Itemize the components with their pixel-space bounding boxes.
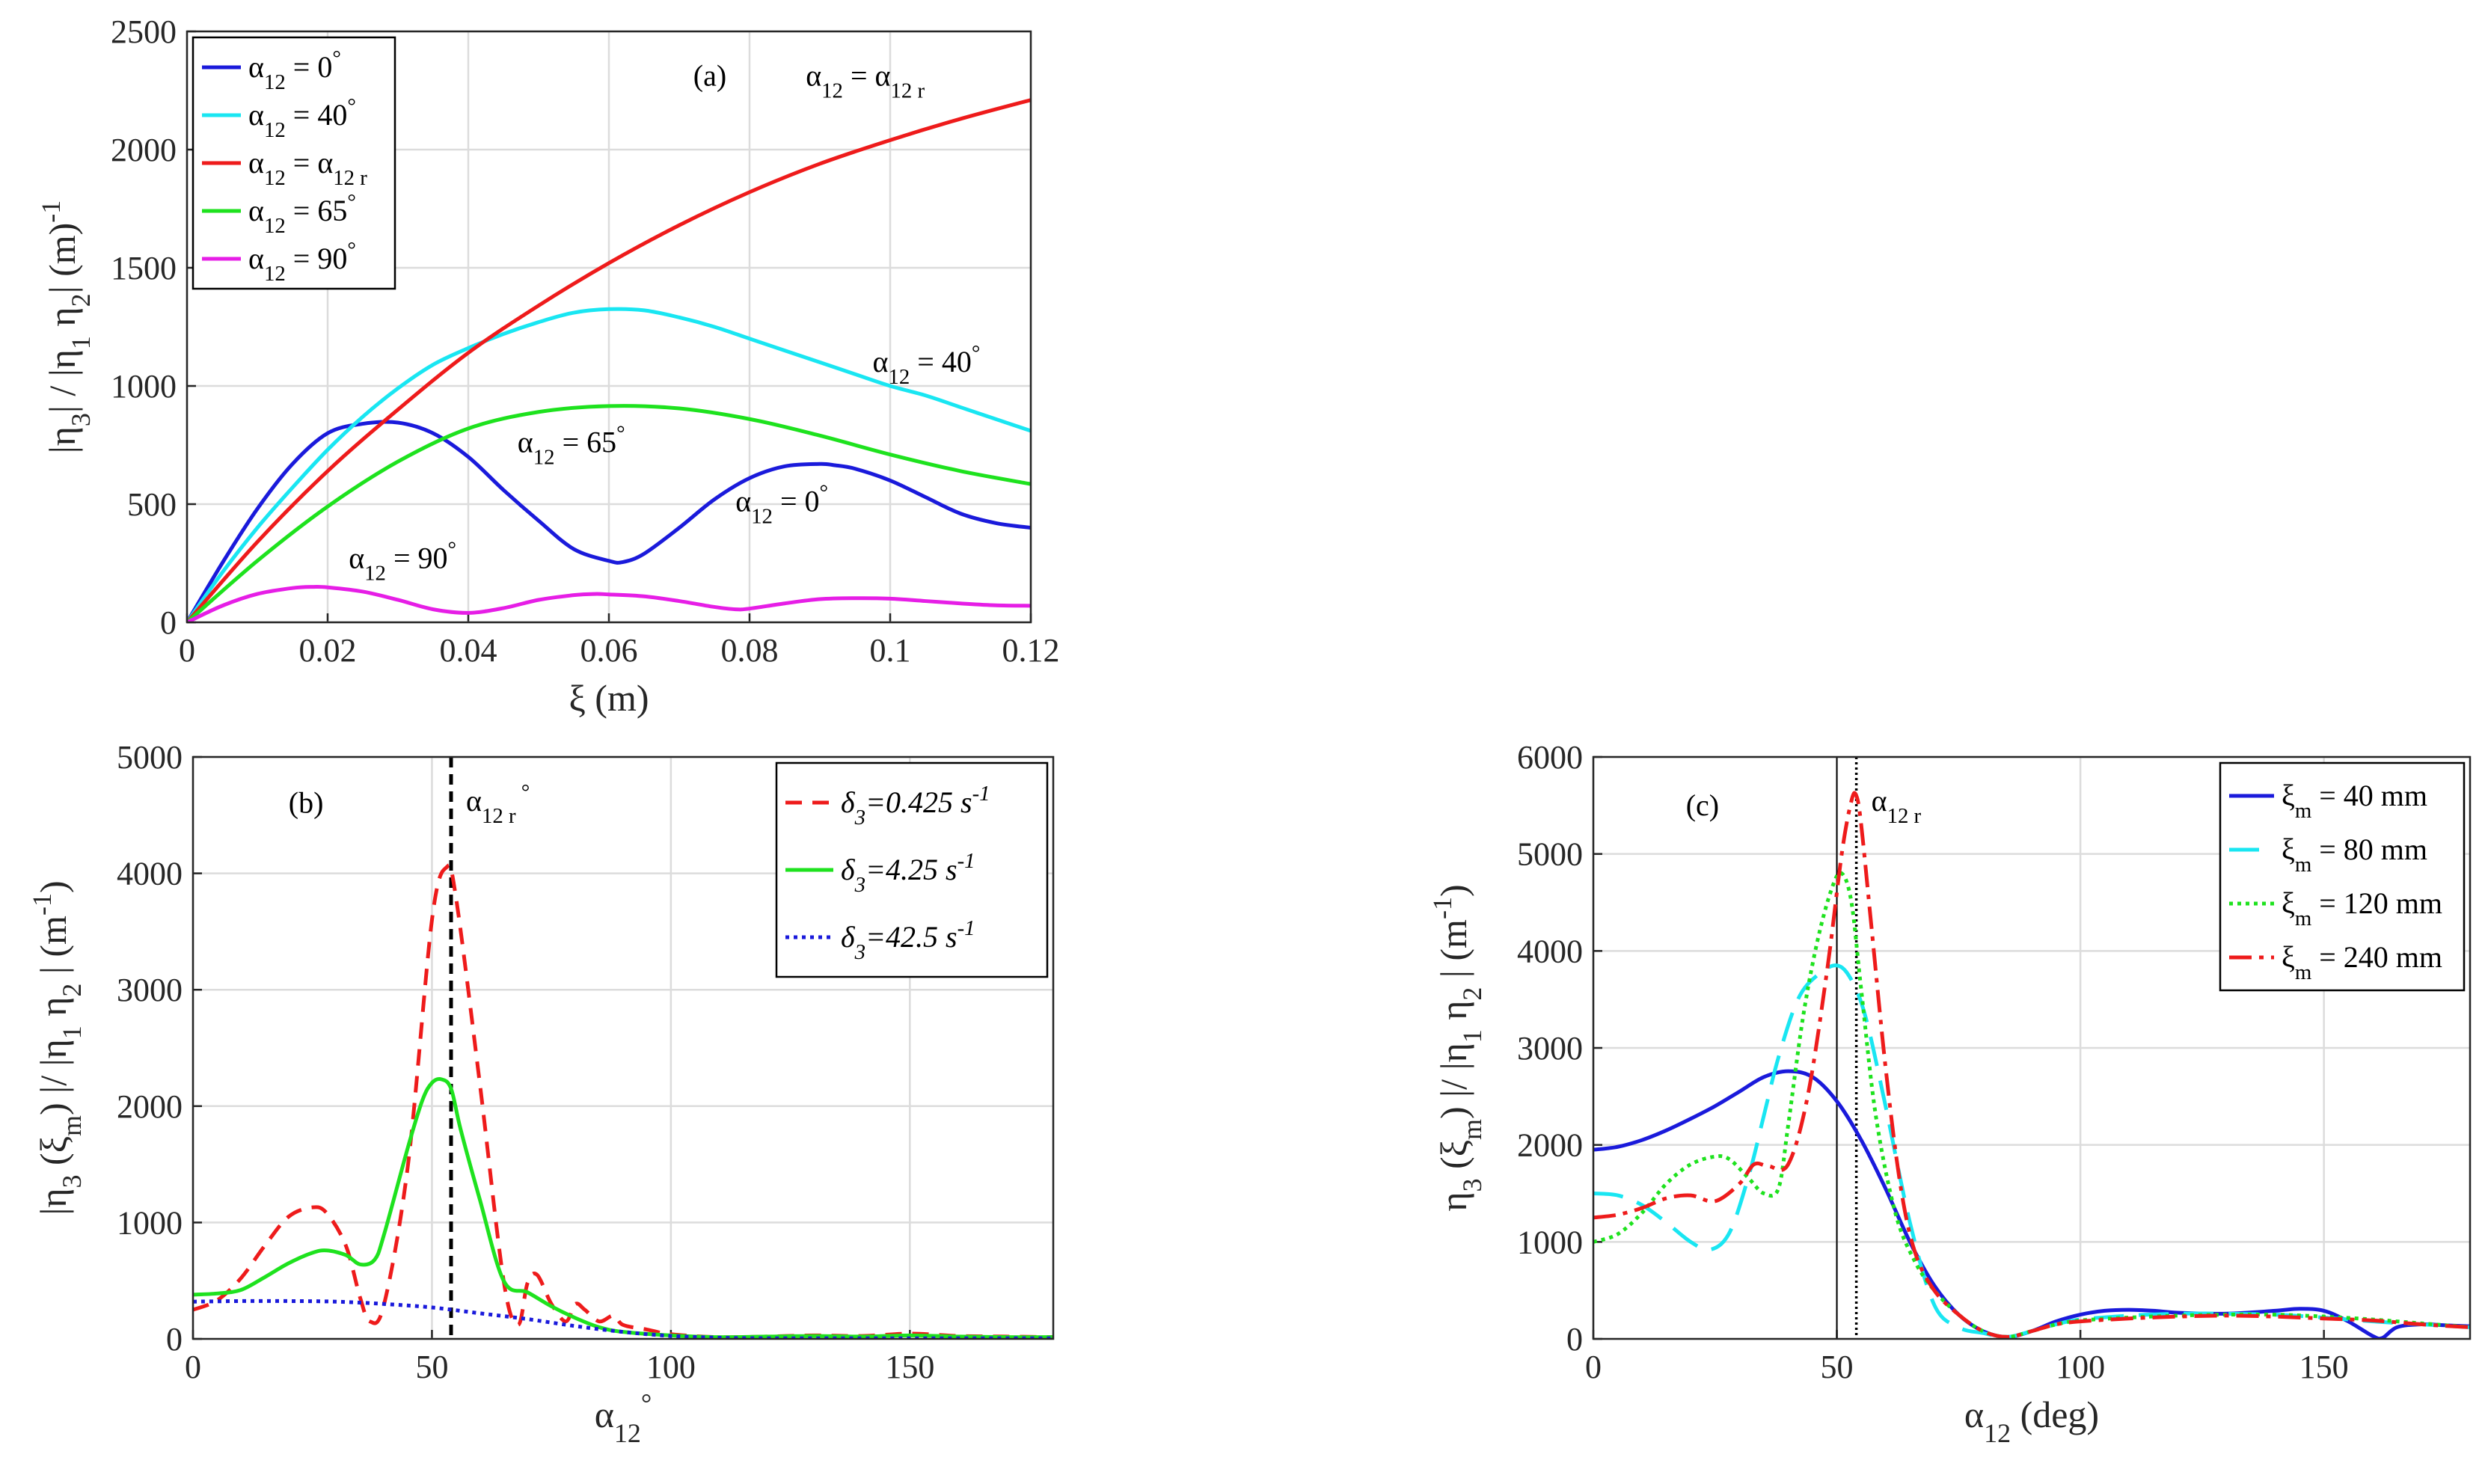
x-axis-label: α12°	[595, 1388, 652, 1448]
y-tick-label: 5000	[117, 739, 183, 776]
legend-box	[2219, 761, 2466, 992]
x-tick-label: 0	[1585, 1349, 1602, 1385]
y-axis-label: |η3| / |η1 η2| (m)-1	[36, 200, 96, 454]
x-axis-label: α12 (deg)	[1964, 1393, 2099, 1448]
y-tick-label: 2500	[111, 13, 177, 50]
series-line	[187, 420, 1031, 622]
series-line	[187, 307, 1031, 622]
y-tick-label: 1000	[117, 1204, 183, 1241]
x-tick-label: 0.02	[299, 632, 357, 669]
y-tick-label: 2000	[111, 132, 177, 168]
x-tick-label: 50	[1821, 1349, 1854, 1385]
axes-box	[1592, 755, 2472, 1340]
y-axis-label: η3 (ξm) |/ |η1 η2 | (m-1)	[1427, 884, 1487, 1211]
y-tick-label: 4000	[1517, 933, 1583, 969]
y-tick-label: 1000	[1517, 1224, 1583, 1260]
x-tick-label: 0.08	[721, 632, 779, 669]
x-tick-label: 100	[2056, 1349, 2105, 1385]
y-tick-label: 1500	[111, 250, 177, 286]
x-tick-label: 0.04	[440, 632, 497, 669]
x-tick-label: 100	[646, 1349, 696, 1385]
series-line	[187, 98, 1031, 622]
legend-entry: α12 = 0°	[248, 46, 341, 94]
legend-entry: ξm = 120 mm	[2282, 886, 2442, 930]
x-tick-label: 0.1	[870, 632, 911, 669]
axes-box	[191, 755, 1055, 1340]
chart-panel: 0 50 100 150 0 1000 2000 3000 4000 5000 6000 α12 r (…	[1427, 739, 2472, 1448]
legend-entry: δ3=4.25 s-1	[841, 849, 975, 897]
resonance-label: α12 r °	[466, 780, 530, 828]
series-line	[193, 1077, 1053, 1339]
x-tick-label: 50	[415, 1349, 448, 1385]
series-line	[1593, 791, 2470, 1339]
y-tick-label: 0	[1566, 1321, 1583, 1358]
y-tick-label: 3000	[1517, 1030, 1583, 1067]
legend-entry: α12 = 65°	[248, 190, 356, 238]
legend: δ3=0.425 s-1 δ3=4.25 s-1 δ3=42.5 s-1	[775, 761, 1049, 978]
axes-box	[186, 30, 1032, 624]
legend-entry: α12 = α12 r	[248, 146, 367, 190]
annotation: α12 = 40°	[873, 341, 981, 389]
y-tick-label: 500	[127, 486, 177, 523]
x-axis-label: ξ (m)	[569, 677, 649, 719]
series-line	[1593, 963, 2470, 1339]
legend: ξm = 40 mm ξm = 80 mm ξm = 120 mm ξm = 240 …	[2219, 761, 2466, 992]
legend-entry: ξm = 240 mm	[2282, 940, 2442, 984]
x-tick-label: 150	[2299, 1349, 2349, 1385]
y-tick-label: 2000	[1517, 1127, 1583, 1164]
x-tick-label: 0.06	[580, 632, 638, 669]
series-line	[193, 863, 1053, 1339]
legend-entry: ξm = 40 mm	[2282, 779, 2427, 823]
chart-panel: 0 50 100 150 0 1000 2000 3000 4000 5000 α12 r ° (b)…	[27, 739, 1055, 1448]
legend-entry: α12 = 40°	[248, 94, 356, 142]
y-tick-label: 0	[160, 604, 177, 641]
annotation: α12 = 65°	[518, 421, 625, 469]
annotation: (c)	[1686, 788, 1719, 822]
annotation: (a)	[693, 59, 726, 93]
y-tick-label: 4000	[117, 856, 183, 892]
x-tick-label: 0	[185, 1349, 201, 1385]
series-line	[187, 404, 1031, 622]
legend-entry: α12 = 90°	[248, 238, 356, 286]
legend-entry: δ3=42.5 s-1	[841, 916, 975, 964]
annotation: α12 = 90°	[349, 537, 456, 585]
series-line	[187, 584, 1031, 622]
y-tick-label: 5000	[1517, 836, 1583, 873]
y-tick-label: 1000	[111, 368, 177, 405]
x-tick-label: 0	[179, 632, 195, 669]
x-tick-label: 150	[885, 1349, 934, 1385]
y-tick-label: 3000	[117, 972, 183, 1008]
annotation: (b)	[289, 786, 324, 820]
resonance-label: α12 r	[1872, 784, 1922, 828]
series-line	[1593, 1069, 2470, 1339]
chart-panel: 0 0.02 0.04 0.06 0.08 0.1 0.12 0 500 1000 1500 2000…	[36, 13, 1060, 719]
legend-entry: ξm = 80 mm	[2282, 833, 2427, 877]
y-tick-label: 6000	[1517, 739, 1583, 776]
y-tick-label: 2000	[117, 1088, 183, 1125]
x-tick-label: 0.12	[1002, 632, 1060, 669]
annotation: α12 = 0°	[735, 480, 828, 528]
y-axis-label: |η3 (ξm) |/ |η1 η2 | (m-1)	[27, 880, 87, 1215]
annotation: α12 = α12 r	[806, 59, 925, 103]
legend-entry: δ3=0.425 s-1	[841, 782, 990, 830]
y-tick-label: 0	[166, 1321, 183, 1358]
